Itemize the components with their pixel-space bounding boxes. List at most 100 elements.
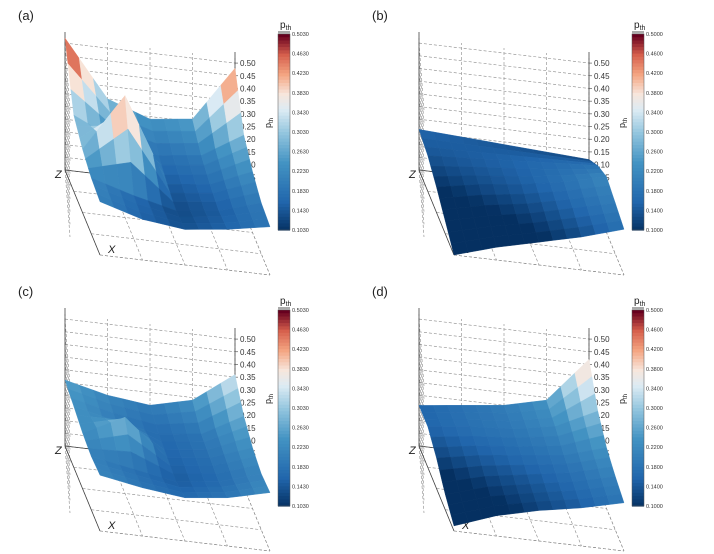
side-gridline — [64, 395, 71, 463]
colorbar-segment — [632, 79, 644, 84]
colorbar-segment — [632, 394, 644, 399]
colorbar-segment — [632, 463, 644, 468]
colorbar-segment — [632, 203, 644, 208]
side-gridline — [64, 55, 71, 123]
colorbar-segment — [278, 105, 290, 110]
colorbar-segment — [632, 138, 644, 143]
colorbar-segment — [278, 99, 290, 104]
colorbar-segment — [278, 368, 290, 373]
colorbar-segment — [632, 181, 644, 185]
colorbar-tick-label: 0.4230 — [292, 347, 309, 353]
colorbar-segment — [632, 109, 644, 113]
x-axis-line — [64, 445, 101, 532]
z-tick-label: 0.45 — [594, 72, 610, 81]
colorbar-segment — [632, 470, 644, 474]
colorbar-segment — [632, 56, 644, 61]
colorbar-tick-label: 0.2630 — [292, 426, 309, 432]
colorbar-segment — [278, 151, 290, 156]
colorbar-segment — [632, 151, 644, 156]
colorbar-segment — [632, 187, 644, 192]
colorbar-segment — [632, 73, 644, 78]
colorbar-segment — [632, 368, 644, 373]
colorbar-segment — [632, 443, 644, 448]
colorbar-tick-label: 0.1000 — [646, 228, 663, 234]
colorbar-segment — [632, 63, 644, 68]
z-tick-label: 0.40 — [240, 360, 256, 369]
colorbar-segment — [632, 398, 644, 403]
colorbar-segment — [278, 37, 290, 42]
z-tick-label: 0.50 — [240, 335, 256, 344]
colorbar-segment — [632, 476, 644, 481]
colorbar-segment — [632, 424, 644, 429]
back-gridline — [64, 331, 236, 353]
colorbar-tick-label: 0.4230 — [292, 71, 309, 77]
colorbar-segment — [632, 483, 644, 487]
colorbar-segment — [632, 34, 644, 38]
panel-label: (b) — [372, 8, 388, 23]
colorbar-segment — [278, 345, 290, 350]
colorbar-tick-label: 0.2230 — [292, 169, 309, 175]
colorbar-tick-label: 0.5000 — [646, 308, 663, 314]
colorbar-segment — [278, 479, 290, 484]
colorbar-segment — [278, 329, 290, 334]
colorbar-segment — [632, 496, 644, 501]
back-gridline — [64, 356, 236, 378]
colorbar-segment — [632, 427, 644, 432]
colorbar-segment — [278, 388, 290, 393]
colorbar-segment — [278, 476, 290, 481]
colorbar-segment — [278, 421, 290, 425]
z-tick-label: 0.45 — [594, 348, 610, 357]
colorbar-segment — [632, 92, 644, 97]
colorbar-segment — [278, 213, 290, 218]
panel-label: (d) — [372, 284, 388, 299]
colorbar-segment — [632, 102, 644, 107]
colorbar-segment — [278, 197, 290, 202]
colorbar-segment — [278, 453, 290, 458]
colorbar-segment — [278, 372, 290, 376]
colorbar-segment — [632, 223, 644, 228]
floor-gridline — [445, 233, 616, 255]
colorbar-segment — [278, 102, 290, 107]
colorbar-segment — [632, 417, 644, 422]
colorbar-segment — [278, 489, 290, 494]
colorbar-segment — [632, 492, 644, 497]
colorbar-title: pth — [280, 20, 292, 32]
side-gridline — [418, 131, 425, 199]
front-edge — [99, 530, 271, 552]
colorbar-segment — [632, 69, 644, 74]
colorbar-segment — [278, 466, 290, 471]
colorbar-segment — [632, 158, 644, 162]
front-edge — [99, 254, 271, 276]
colorbar-segment — [278, 378, 290, 383]
colorbar-segment — [278, 319, 290, 324]
side-gridline — [418, 43, 425, 111]
colorbar-segment — [278, 365, 290, 370]
colorbar-segment — [632, 60, 644, 64]
colorbar-segment — [278, 174, 290, 179]
colorbar-segment — [278, 460, 290, 465]
colorbar-segment — [278, 447, 290, 452]
x-axis-line — [418, 445, 455, 532]
colorbar-tick-label: 0.1430 — [292, 484, 309, 490]
colorbar-tick-label: 0.1400 — [646, 208, 663, 214]
colorbar-segment — [632, 220, 644, 225]
colorbar-tick-label: 0.3830 — [292, 367, 309, 373]
colorbar-segment — [632, 112, 644, 117]
colorbar-tick-label: 0.3800 — [646, 91, 663, 97]
floor-gridline — [91, 233, 262, 255]
side-gridline — [418, 106, 425, 174]
colorbar-title: pth — [634, 296, 646, 308]
colorbar-segment — [278, 313, 290, 318]
side-gridline — [418, 344, 425, 412]
colorbar-segment — [278, 385, 290, 389]
side-gridline — [64, 157, 71, 225]
colorbar-segment — [278, 69, 290, 74]
colorbar-segment — [278, 355, 290, 360]
colorbar-segment — [278, 181, 290, 185]
back-gridline — [418, 80, 590, 102]
colorbar-segment — [278, 43, 290, 48]
colorbar-segment — [278, 336, 290, 340]
side-gridline — [64, 144, 71, 212]
colorbar-tick-label: 0.1030 — [292, 504, 309, 510]
